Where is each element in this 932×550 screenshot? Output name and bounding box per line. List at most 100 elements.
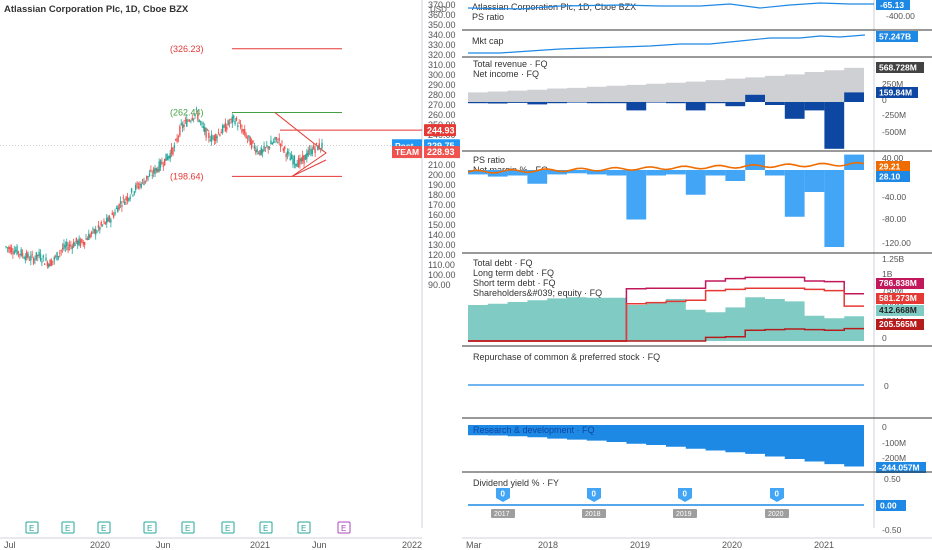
- earnings-marker-label: E: [185, 524, 190, 533]
- net-income-bar: [507, 102, 528, 103]
- candle-body: [126, 196, 129, 201]
- net-margin-bar: [646, 170, 666, 176]
- candle-body: [190, 120, 192, 122]
- net-income-bar: [804, 102, 825, 111]
- candle-body: [68, 244, 71, 247]
- candle-body: [238, 122, 240, 124]
- candle-body: [59, 252, 61, 254]
- dividend-flag[interactable]: [770, 488, 784, 502]
- candle-body: [101, 224, 104, 226]
- candle-body: [141, 179, 144, 181]
- candle-body: [219, 134, 221, 136]
- candle-body: [278, 138, 280, 141]
- candle-body: [77, 240, 79, 246]
- candle-body: [34, 258, 36, 261]
- candle-body: [104, 221, 107, 225]
- earnings-marker[interactable]: [221, 521, 235, 534]
- net-margin-bar: [586, 170, 607, 175]
- candle-body: [208, 133, 210, 139]
- candle-body: [38, 251, 40, 256]
- candle-body: [234, 120, 236, 125]
- price-tick-label: 340.00: [428, 30, 456, 40]
- candle-body: [249, 136, 251, 145]
- candle-body: [117, 207, 119, 213]
- candle-body: [183, 124, 185, 128]
- dividend-flag[interactable]: [496, 488, 510, 502]
- dividend-flag[interactable]: [587, 488, 601, 502]
- candle-body: [290, 154, 293, 160]
- candle-body: [311, 149, 314, 154]
- earnings-marker[interactable]: [297, 521, 311, 534]
- price-tick-label: 290.00: [428, 80, 456, 90]
- price-tick-label: 370.00: [428, 0, 456, 10]
- earnings-marker[interactable]: [25, 521, 39, 534]
- debt-value: 786.838M: [879, 278, 917, 288]
- candle-body: [202, 126, 205, 128]
- candle-body: [261, 150, 264, 153]
- candle-body: [155, 168, 158, 171]
- time-axis-label: 2020: [90, 540, 110, 550]
- candle-body: [135, 184, 137, 191]
- debt-value: 205.565M: [879, 319, 917, 329]
- fund-time-axis-label: 2019: [630, 540, 650, 550]
- earnings-marker[interactable]: [143, 521, 157, 534]
- net-income-bar: [567, 102, 587, 103]
- net-margin-bar: [468, 170, 488, 175]
- pane-mktcap-value-bg: [876, 31, 918, 42]
- candle-body: [315, 142, 318, 145]
- candle-body: [192, 118, 195, 120]
- candle-body: [96, 231, 98, 233]
- candle-body: [125, 197, 127, 201]
- candle-body: [212, 138, 214, 140]
- candle-body: [25, 251, 28, 259]
- candle-body: [20, 249, 22, 256]
- candle-body: [195, 108, 198, 110]
- price-tick-label: 190.00: [428, 180, 456, 190]
- earnings-marker-label: E: [147, 524, 152, 533]
- candle-body: [57, 255, 60, 258]
- candle-body: [48, 263, 50, 267]
- pane-ps-value: -65.13: [880, 0, 904, 10]
- price-tick-label: 120.00: [428, 250, 456, 260]
- fund-time-axis-label: 2018: [538, 540, 558, 550]
- candle-body: [313, 145, 315, 150]
- candle-body: [50, 260, 53, 266]
- candle-body: [177, 136, 180, 138]
- upcoming-earnings-marker[interactable]: [337, 521, 351, 534]
- dividend-value: 0.00: [880, 501, 897, 511]
- candle-body: [259, 150, 261, 155]
- net-income-bar: [725, 102, 746, 107]
- earnings-marker[interactable]: [259, 521, 273, 534]
- dividend-flag[interactable]: [678, 488, 692, 502]
- candle-body: [97, 224, 100, 228]
- ps-value: 29.21: [879, 162, 901, 172]
- netincome-value-bg: [876, 87, 918, 98]
- pane-margin-tick: -40.00: [882, 192, 906, 202]
- pane-rnd-title: Research & development · FQ: [473, 425, 595, 435]
- earnings-marker[interactable]: [61, 521, 75, 534]
- pane-margin-title-1: PS ratio: [473, 155, 505, 165]
- earnings-marker[interactable]: [97, 521, 111, 534]
- net-margin-bar: [705, 170, 726, 176]
- candle-body: [37, 254, 39, 257]
- earnings-marker-label: E: [263, 524, 268, 533]
- candle-body: [216, 136, 218, 139]
- price-tick-label: 280.00: [428, 90, 456, 100]
- price-tick-label: 170.00: [428, 200, 456, 210]
- candle-body: [277, 141, 279, 144]
- candle-body: [204, 127, 206, 132]
- earnings-marker[interactable]: [181, 521, 195, 534]
- debt-value-bg: [876, 319, 924, 330]
- pane-margin-tick: -80.00: [882, 214, 906, 224]
- price-tick-label: 200.00: [428, 170, 456, 180]
- time-axis-label: Jun: [156, 540, 171, 550]
- candle-body: [201, 122, 203, 125]
- time-axis-label: 2022: [402, 540, 422, 550]
- team-badge: TEAM: [395, 147, 419, 157]
- fund-time-axis-label: 2020: [722, 540, 742, 550]
- pane-mktcap-title: Mkt cap: [472, 36, 504, 46]
- candle-body: [119, 201, 122, 204]
- net-income-bar: [705, 102, 726, 104]
- candle-body: [306, 153, 308, 160]
